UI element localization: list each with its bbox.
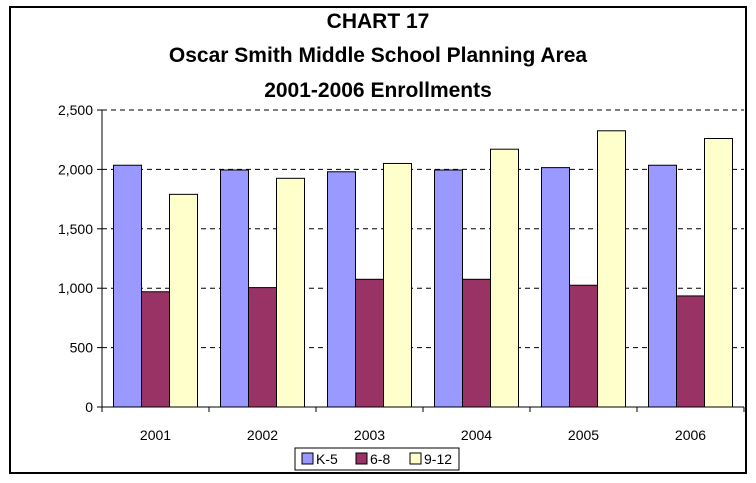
legend-label-6-8: 6-8 bbox=[370, 451, 390, 467]
legend-label-K-5: K-5 bbox=[316, 451, 338, 467]
x-tick-label-2003: 2003 bbox=[354, 427, 385, 443]
bar-K-5-2002 bbox=[220, 169, 249, 408]
bar-K-5-2004 bbox=[434, 169, 463, 408]
x-tick-label-2004: 2004 bbox=[461, 427, 492, 443]
bar-6-8-2002 bbox=[248, 287, 277, 408]
chart-title-line-1: CHART 17 bbox=[327, 10, 430, 33]
x-tick-label-2006: 2006 bbox=[675, 427, 706, 443]
bar-6-8-2005 bbox=[569, 284, 598, 408]
bar-K-5-2005 bbox=[541, 167, 570, 408]
x-tick-label-2002: 2002 bbox=[247, 427, 278, 443]
bar-K-5-2003 bbox=[327, 171, 356, 408]
bar-6-8-2001 bbox=[141, 291, 170, 408]
legend-label-9-12: 9-12 bbox=[424, 451, 452, 467]
bar-9-12-2004 bbox=[490, 148, 519, 408]
bar-K-5-2006 bbox=[648, 164, 677, 408]
bar-6-8-2004 bbox=[462, 278, 491, 408]
bar-9-12-2006 bbox=[704, 138, 733, 408]
legend-swatch-K-5 bbox=[301, 452, 314, 465]
bar-6-8-2006 bbox=[676, 295, 705, 408]
chart-title-line-3: 2001-2006 Enrollments bbox=[264, 79, 492, 102]
y-tick-label: 500 bbox=[70, 340, 94, 356]
bar-9-12-2005 bbox=[597, 130, 626, 408]
y-tick-label: 1,500 bbox=[58, 221, 93, 237]
bar-9-12-2003 bbox=[383, 162, 412, 408]
bar-9-12-2001 bbox=[169, 193, 198, 408]
y-tick-label: 0 bbox=[85, 399, 93, 415]
bar-K-5-2001 bbox=[113, 164, 142, 408]
bar-6-8-2003 bbox=[355, 278, 384, 408]
bar-9-12-2002 bbox=[276, 177, 305, 408]
y-tick-label: 2,500 bbox=[58, 102, 93, 118]
chart-title-line-2: Oscar Smith Middle School Planning Area bbox=[169, 44, 587, 67]
y-tick-label: 2,000 bbox=[58, 161, 93, 177]
legend-swatch-6-8 bbox=[355, 452, 368, 465]
y-tick-label: 1,000 bbox=[58, 280, 93, 296]
x-tick-label-2001: 2001 bbox=[140, 427, 171, 443]
legend-swatch-9-12 bbox=[409, 452, 422, 465]
x-tick-label-2005: 2005 bbox=[568, 427, 599, 443]
